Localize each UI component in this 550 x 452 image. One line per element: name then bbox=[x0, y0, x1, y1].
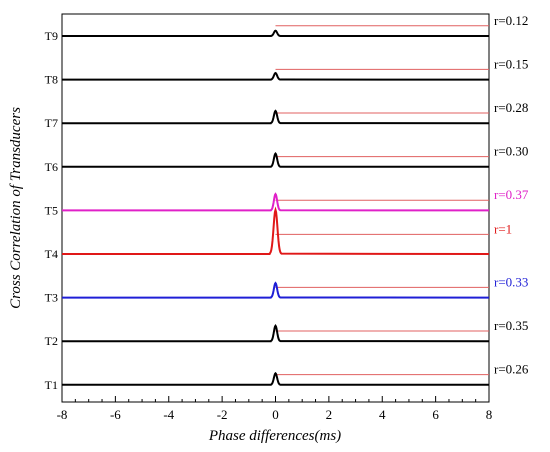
r-value-label: r=0.15 bbox=[494, 56, 528, 71]
series-t9: T9 r=0.12 bbox=[45, 13, 529, 43]
trace-label-t4: T4 bbox=[45, 247, 58, 261]
series-t8: T8 r=0.15 bbox=[45, 56, 529, 86]
series-t4: T4 r=1 bbox=[45, 206, 512, 261]
trace-line bbox=[62, 324, 490, 343]
series-t5: T5 r=0.37 bbox=[45, 187, 529, 217]
x-tick-label: -6 bbox=[110, 407, 121, 422]
trace-label-t7: T7 bbox=[45, 116, 58, 130]
trace-label-t9: T9 bbox=[45, 29, 58, 43]
series-t7: T7 r=0.28 bbox=[45, 100, 529, 130]
trace-label-t3: T3 bbox=[45, 291, 58, 305]
x-tick-label: 8 bbox=[486, 407, 493, 422]
trace-line bbox=[62, 192, 490, 212]
x-tick-label: -2 bbox=[217, 407, 228, 422]
trace-line bbox=[62, 71, 490, 81]
trace-group: T1 r=0.26 T2 r=0.35 T3 r=0.33 T4 r=1 T5 r=0.37 T6 r… bbox=[45, 13, 529, 392]
trace-label-t2: T2 bbox=[45, 334, 58, 348]
r-value-label: r=0.37 bbox=[494, 187, 529, 202]
trace-line bbox=[62, 29, 490, 37]
x-tick-label: 4 bbox=[379, 407, 386, 422]
x-tick-label: 0 bbox=[272, 407, 279, 422]
trace-line bbox=[62, 281, 490, 299]
r-value-label: r=0.12 bbox=[494, 13, 528, 28]
trace-line bbox=[62, 109, 490, 125]
r-value-label: r=0.35 bbox=[494, 318, 528, 333]
r-value-label: r=0.28 bbox=[494, 100, 528, 115]
r-value-label: r=0.26 bbox=[494, 362, 529, 377]
series-t2: T2 r=0.35 bbox=[45, 318, 529, 348]
series-t6: T6 r=0.30 bbox=[45, 144, 529, 174]
trace-line bbox=[62, 152, 490, 168]
trace-label-t1: T1 bbox=[45, 378, 58, 392]
trace-label-t8: T8 bbox=[45, 73, 58, 87]
r-value-label: r=0.30 bbox=[494, 144, 528, 159]
x-tick-label: 2 bbox=[326, 407, 333, 422]
trace-label-t5: T5 bbox=[45, 203, 58, 217]
x-tick-label: 6 bbox=[432, 407, 439, 422]
series-t1: T1 r=0.26 bbox=[45, 362, 529, 392]
series-t3: T3 r=0.33 bbox=[45, 274, 529, 304]
r-value-label: r=0.33 bbox=[494, 274, 528, 289]
x-tick-label: -4 bbox=[163, 407, 174, 422]
x-axis: -8 -6 -4 -2 0 2 4 6 8 bbox=[57, 396, 493, 422]
trace-line bbox=[62, 371, 490, 386]
y-axis-title: Cross Correlation of Transducers bbox=[8, 107, 24, 309]
trace-label-t6: T6 bbox=[45, 160, 58, 174]
x-tick-label: -8 bbox=[57, 407, 68, 422]
r-value-label: r=1 bbox=[494, 221, 512, 236]
x-axis-title: Phase differences(ms) bbox=[208, 428, 341, 444]
trace-line bbox=[62, 206, 490, 255]
